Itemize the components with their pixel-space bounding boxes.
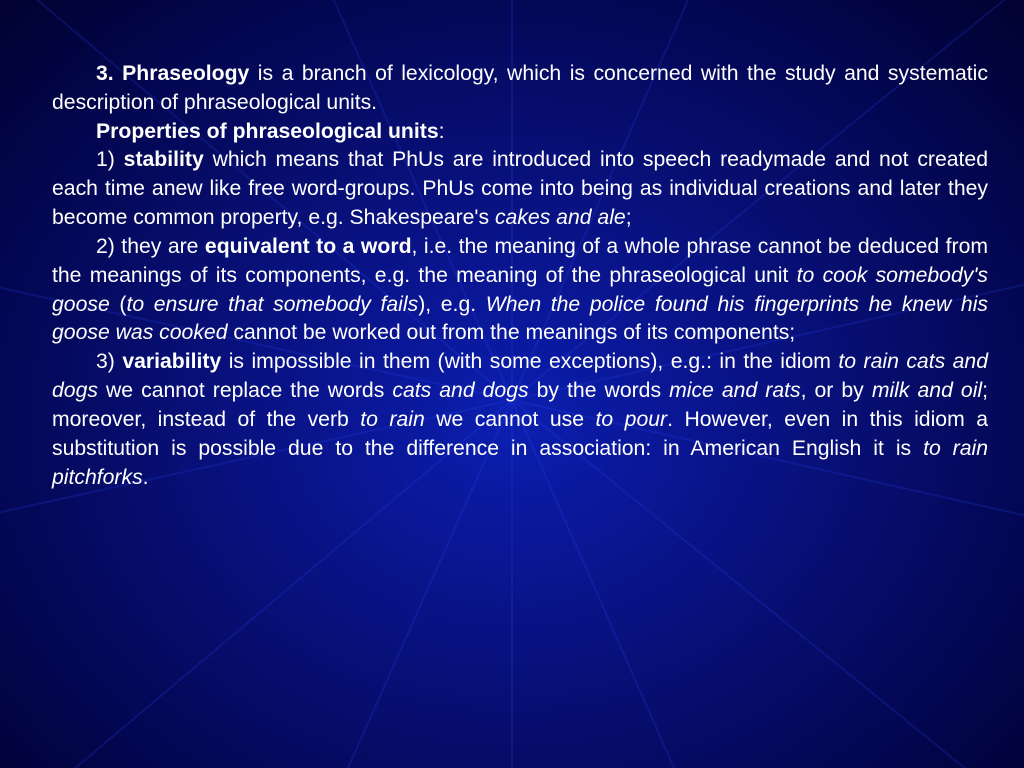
example-ensure-fails: to ensure that somebody fails xyxy=(126,293,418,316)
example-cats-dogs: cats and dogs xyxy=(392,379,528,402)
term-variability: variability xyxy=(122,350,221,373)
para-4: 2) they are equivalent to a word, i.e. t… xyxy=(52,233,988,348)
term-stability: stability xyxy=(124,148,204,171)
example-to-rain: to rain xyxy=(360,408,424,431)
para-1: 3. Phraseology is a branch of lexicology… xyxy=(52,60,988,118)
para-2: Properties of phraseological units: xyxy=(52,118,988,147)
subheading: Properties of phraseological units xyxy=(96,120,439,143)
heading-number: 3. Phraseology xyxy=(96,62,249,85)
example-milk-oil: milk and oil xyxy=(872,379,982,402)
para-3: 1) stability which means that PhUs are i… xyxy=(52,146,988,232)
example-mice-rats: mice and rats xyxy=(669,379,800,402)
term-equivalent: equivalent to a word xyxy=(205,235,412,258)
example-to-pour: to pour xyxy=(596,408,668,431)
slide-text: 3. Phraseology is a branch of lexicology… xyxy=(52,60,988,492)
para-5: 3) variability is impossible in them (wi… xyxy=(52,348,988,492)
example-cakes-and-ale: cakes and ale xyxy=(495,206,626,229)
